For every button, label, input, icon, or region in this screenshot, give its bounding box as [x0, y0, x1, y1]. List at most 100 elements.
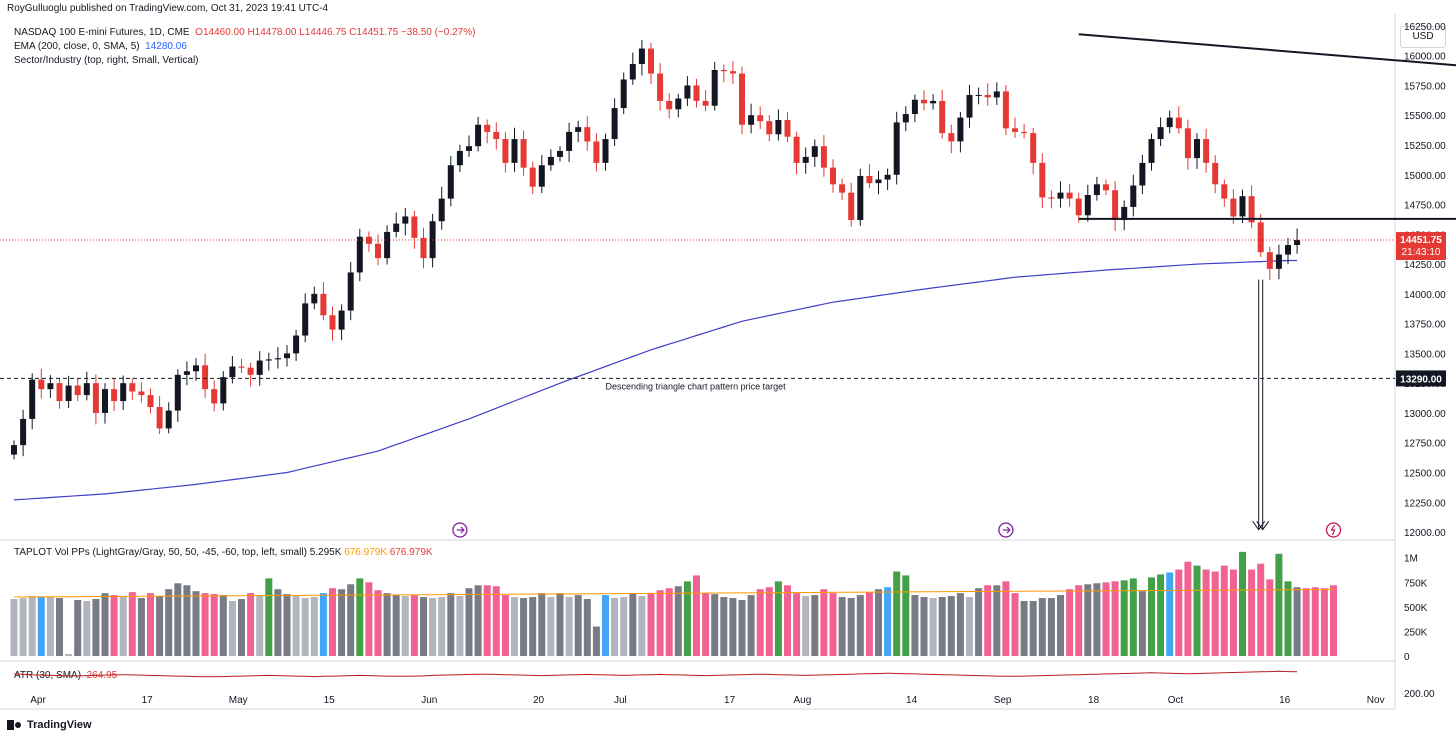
volume-bar	[984, 585, 992, 656]
candle-body	[984, 94, 991, 98]
currency-button[interactable]: USD	[1400, 26, 1446, 48]
volume-bar	[128, 592, 136, 656]
volume-bar	[956, 593, 964, 656]
volume-bar	[374, 590, 382, 656]
volume-bar	[1184, 561, 1192, 656]
volume-bar	[784, 585, 791, 656]
volume-bar	[1011, 593, 1019, 656]
candle-body	[629, 64, 636, 80]
candle-body	[193, 365, 199, 372]
candle-body	[1021, 131, 1028, 134]
event-marker-arrow	[1002, 526, 1011, 534]
ema-line	[13, 259, 1298, 501]
volume-tick-label: 750K	[1404, 578, 1428, 589]
volume-bar	[46, 597, 54, 656]
price-tick-label: 14000.00	[1404, 290, 1446, 301]
candle-body	[702, 100, 709, 106]
volume-bar	[37, 597, 45, 656]
volume-bar	[310, 597, 318, 656]
volume-bar	[738, 599, 746, 656]
candle-body	[820, 146, 827, 168]
volume-bar	[1248, 569, 1256, 656]
volume-bar	[1211, 571, 1219, 656]
volume-bar	[1266, 579, 1274, 656]
volume-bar	[174, 583, 182, 656]
volume-bar	[774, 581, 782, 656]
price-tick-label: 15500.00	[1404, 111, 1446, 122]
candle-body	[1012, 128, 1018, 132]
ohlc-low: L14446.75	[299, 27, 347, 38]
candle-body	[575, 127, 582, 132]
candle-body	[311, 293, 318, 304]
candle-body	[147, 395, 154, 407]
volume-bar	[629, 593, 637, 656]
target-price-badge	[1396, 370, 1446, 387]
candle-body	[948, 133, 955, 142]
candle-body	[911, 99, 918, 115]
time-tick-label: 15	[324, 695, 336, 706]
ohlc-high: H14478.00	[247, 27, 297, 38]
ohlc-close: C14451.75	[349, 27, 399, 38]
candle-body	[1139, 162, 1146, 186]
volume-bar	[1311, 587, 1319, 656]
candle-body	[502, 139, 509, 163]
candle-body	[320, 293, 327, 316]
tradingview-logo: TradingView	[7, 719, 92, 731]
candle-body	[156, 407, 163, 429]
candle-body	[1093, 184, 1100, 196]
volume-bar	[647, 593, 655, 656]
candle-body	[757, 115, 764, 122]
candle-body	[802, 156, 809, 163]
candle-body	[1275, 254, 1282, 269]
candle-body	[511, 139, 518, 163]
volume-bar	[1138, 591, 1146, 656]
candle-body	[1039, 162, 1046, 198]
tradingview-logo-icon	[7, 720, 23, 730]
volume-bar	[156, 596, 164, 656]
time-tick-label: 18	[1088, 695, 1100, 706]
time-tick-label: Aug	[794, 695, 812, 706]
candle-body	[547, 156, 554, 166]
volume-bar	[729, 598, 737, 656]
candle-body	[102, 389, 108, 413]
trend-lines: Descending triangle chart pattern price …	[0, 33, 1456, 531]
volume-bars	[10, 551, 1337, 656]
volume-bar	[865, 592, 873, 656]
sector-legend: Sector/Industry (top, right, Small, Vert…	[14, 55, 199, 66]
ohlc-open: O14460.00	[195, 27, 245, 38]
volume-bar	[902, 575, 910, 656]
candle-body	[138, 391, 145, 396]
candle-body	[966, 94, 973, 118]
chart-markers	[452, 522, 1342, 538]
volume-bar	[1175, 569, 1183, 656]
volume-bar	[747, 595, 755, 656]
volume-bar	[1275, 553, 1283, 656]
candle-body	[47, 383, 54, 390]
candle-body	[1212, 162, 1219, 185]
candle-body	[993, 91, 1000, 98]
candles	[11, 39, 1301, 460]
candle-body	[302, 303, 309, 336]
candle-body	[1121, 206, 1128, 221]
candle-body	[38, 379, 45, 390]
last-price-value: 14451.75	[1400, 235, 1442, 246]
volume-bar	[592, 626, 600, 656]
volume-bar	[520, 598, 528, 656]
target-price-value: 13290.00	[1400, 374, 1442, 385]
volume-bar	[1293, 587, 1301, 656]
volume-bar	[228, 600, 236, 656]
annotation-text: Descending triangle chart pattern price …	[606, 381, 787, 391]
volume-bar	[356, 578, 364, 656]
volume-bar	[829, 593, 837, 656]
ema-value: 14280.06	[145, 41, 187, 52]
volume-bar	[702, 593, 710, 656]
volume-bar	[429, 598, 437, 656]
candle-body	[693, 85, 700, 101]
candle-body	[484, 124, 491, 132]
candle-body	[1266, 252, 1273, 269]
candle-body	[1194, 139, 1200, 159]
candle-body	[884, 174, 891, 180]
price-tick-label: 14250.00	[1404, 260, 1446, 271]
